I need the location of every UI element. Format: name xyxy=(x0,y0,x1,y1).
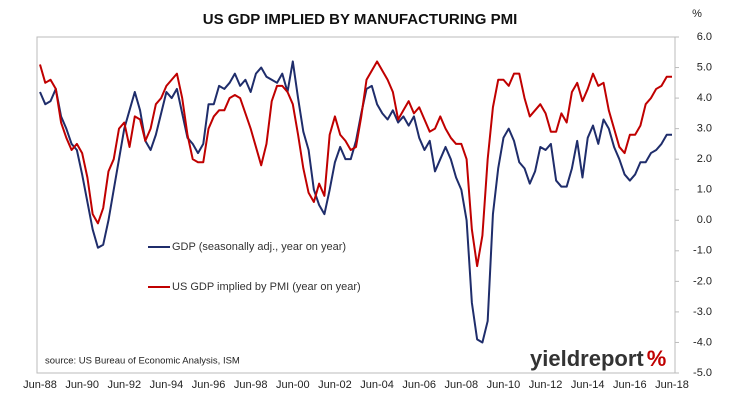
x-tick-label: Jun-10 xyxy=(487,379,521,391)
y-tick-label: 0.0 xyxy=(697,214,712,226)
x-tick-label: Jun-04 xyxy=(360,379,394,391)
x-tick-label: Jun-92 xyxy=(107,379,141,391)
y-tick-label: -3.0 xyxy=(693,306,712,318)
x-tick-label: Jun-12 xyxy=(529,379,563,391)
y-tick-label: -5.0 xyxy=(693,367,712,379)
y-tick-label: 6.0 xyxy=(697,31,712,43)
x-tick-label: Jun-98 xyxy=(234,379,268,391)
y-tick-label: 3.0 xyxy=(697,123,712,135)
x-tick-label: Jun-00 xyxy=(276,379,310,391)
x-tick-label: Jun-94 xyxy=(150,379,184,391)
x-tick-label: Jun-14 xyxy=(571,379,605,391)
y-unit: % xyxy=(692,8,702,20)
y-tick-label: 4.0 xyxy=(697,92,712,104)
legend-label: US GDP implied by PMI (year on year) xyxy=(172,281,361,293)
watermark-part: report xyxy=(580,346,644,371)
y-tick-label: 2.0 xyxy=(697,153,712,165)
x-tick-label: Jun-88 xyxy=(23,379,57,391)
source-note: source: US Bureau of Economic Analysis, … xyxy=(45,356,240,367)
x-tick-label: Jun-96 xyxy=(192,379,226,391)
y-tick-label: -2.0 xyxy=(693,275,712,287)
watermark-part: % xyxy=(647,346,667,371)
series-line xyxy=(39,60,672,344)
y-tick-label: 5.0 xyxy=(697,61,712,73)
x-tick-label: Jun-16 xyxy=(613,379,647,391)
series-line xyxy=(39,60,672,268)
legend-label: GDP (seasonally adj., year on year) xyxy=(172,241,346,253)
watermark: yieldreport% xyxy=(530,346,666,371)
y-tick-label: -4.0 xyxy=(693,336,712,348)
x-tick-label: Jun-06 xyxy=(402,379,436,391)
y-tick-label: -1.0 xyxy=(693,245,712,257)
x-tick-label: Jun-02 xyxy=(318,379,352,391)
plot-frame xyxy=(36,36,676,374)
x-tick-label: Jun-18 xyxy=(655,379,689,391)
x-tick-label: Jun-08 xyxy=(445,379,479,391)
chart-title: US GDP IMPLIED BY MANUFACTURING PMI xyxy=(203,11,517,28)
watermark-part: yield xyxy=(530,346,580,371)
y-tick-label: 1.0 xyxy=(697,184,712,196)
x-tick-label: Jun-90 xyxy=(65,379,99,391)
